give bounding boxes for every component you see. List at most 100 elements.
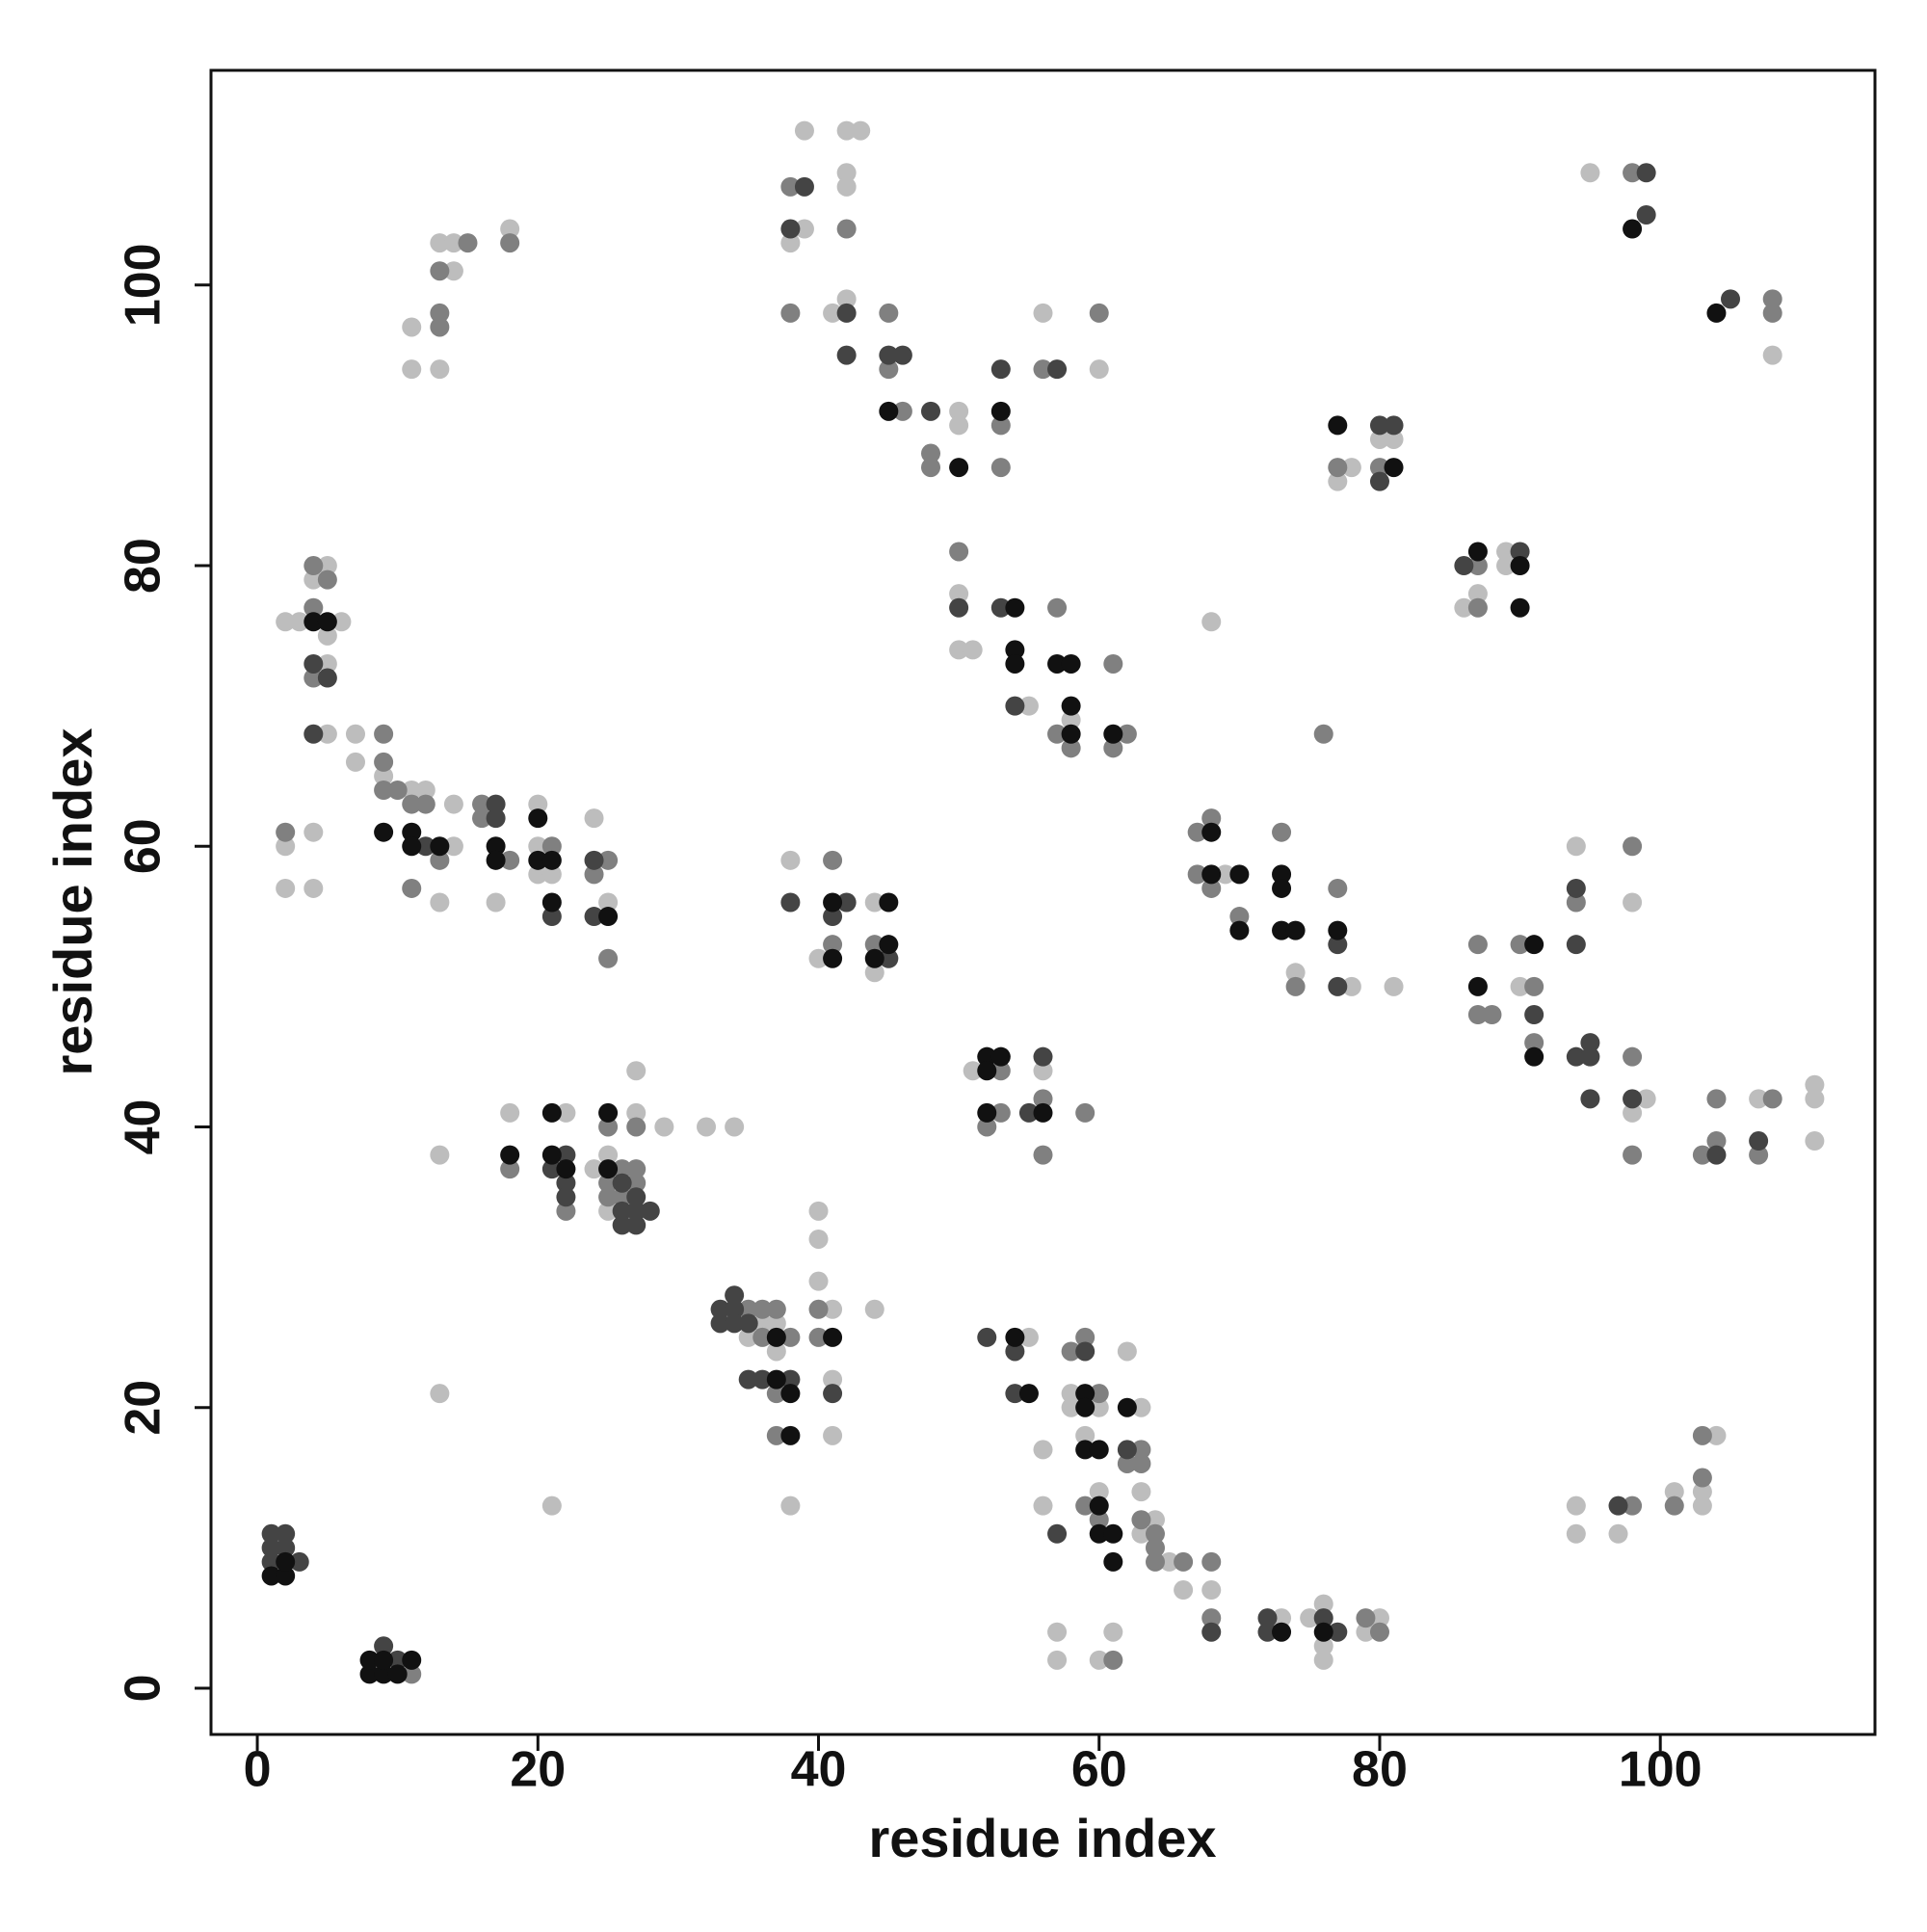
point (458, 233, 478, 253)
point (1482, 1004, 1502, 1024)
point (1033, 359, 1053, 380)
point (1369, 429, 1389, 449)
point (1706, 303, 1727, 323)
point (1384, 458, 1404, 478)
point (1623, 892, 1643, 913)
point (374, 781, 394, 801)
point (1229, 920, 1250, 940)
point (1061, 710, 1081, 730)
point (1131, 1523, 1151, 1544)
point (276, 836, 296, 857)
point (921, 458, 941, 478)
point (1341, 976, 1361, 996)
point (443, 261, 463, 281)
point (766, 1327, 786, 1347)
point (1313, 1650, 1333, 1670)
point (977, 1061, 997, 1081)
point (1201, 1622, 1222, 1642)
point (1075, 1425, 1095, 1445)
point (443, 794, 463, 814)
point (276, 878, 296, 898)
point (598, 1117, 619, 1137)
point (1805, 1089, 1825, 1109)
point (752, 1369, 773, 1389)
point (1285, 920, 1306, 940)
point (1623, 219, 1643, 239)
point (1369, 471, 1389, 491)
point (472, 808, 492, 829)
point (1328, 976, 1348, 996)
point (1131, 1397, 1151, 1417)
point (1201, 612, 1222, 632)
point (345, 724, 365, 744)
point (1328, 935, 1348, 955)
point (1623, 1102, 1643, 1123)
point (1075, 1440, 1095, 1460)
point (331, 612, 352, 632)
point (808, 1201, 829, 1221)
point (402, 1650, 422, 1670)
point (1089, 1523, 1109, 1544)
point (1580, 1089, 1600, 1109)
point (780, 303, 801, 323)
point (304, 597, 324, 618)
point (836, 303, 857, 323)
point (836, 120, 857, 141)
point (598, 1173, 619, 1193)
point (640, 1201, 660, 1221)
point (780, 176, 801, 197)
point (402, 317, 422, 337)
point (990, 1061, 1011, 1081)
point (1313, 1636, 1333, 1656)
point (836, 163, 857, 183)
point (317, 569, 337, 590)
point (1201, 1580, 1222, 1601)
point (963, 1061, 983, 1081)
point (794, 219, 814, 239)
point (949, 584, 969, 604)
point (1145, 1510, 1165, 1530)
point (612, 1215, 632, 1235)
point (1623, 1046, 1643, 1067)
point (626, 1159, 647, 1179)
point (1075, 1341, 1095, 1362)
point (1454, 597, 1474, 618)
point (556, 1145, 576, 1165)
point (541, 836, 562, 857)
point (1805, 1074, 1825, 1095)
point (1005, 640, 1025, 660)
point (276, 1538, 296, 1558)
point (500, 1159, 520, 1179)
y-tick-label: 20 (116, 1380, 172, 1436)
point (556, 1102, 576, 1123)
point (541, 850, 562, 870)
point (1033, 1495, 1053, 1516)
point (430, 317, 450, 337)
point (541, 892, 562, 913)
point (725, 1117, 745, 1137)
point (1467, 976, 1488, 996)
point (374, 766, 394, 786)
point (1566, 878, 1586, 898)
point (528, 864, 548, 885)
point (780, 1425, 801, 1445)
point (430, 303, 450, 323)
point (1313, 1622, 1333, 1642)
point (864, 935, 884, 955)
point (977, 1117, 997, 1137)
point (402, 878, 422, 898)
point (598, 1187, 619, 1207)
point (1103, 653, 1123, 674)
point (1145, 1523, 1165, 1544)
point (598, 1145, 619, 1165)
point (317, 653, 337, 674)
point (1313, 1594, 1333, 1614)
point (738, 1313, 758, 1334)
point (1272, 878, 1292, 898)
point (1623, 836, 1643, 857)
point (949, 640, 969, 660)
point (1762, 345, 1782, 365)
point (261, 1538, 281, 1558)
point (1510, 542, 1530, 562)
point (1075, 1102, 1095, 1123)
